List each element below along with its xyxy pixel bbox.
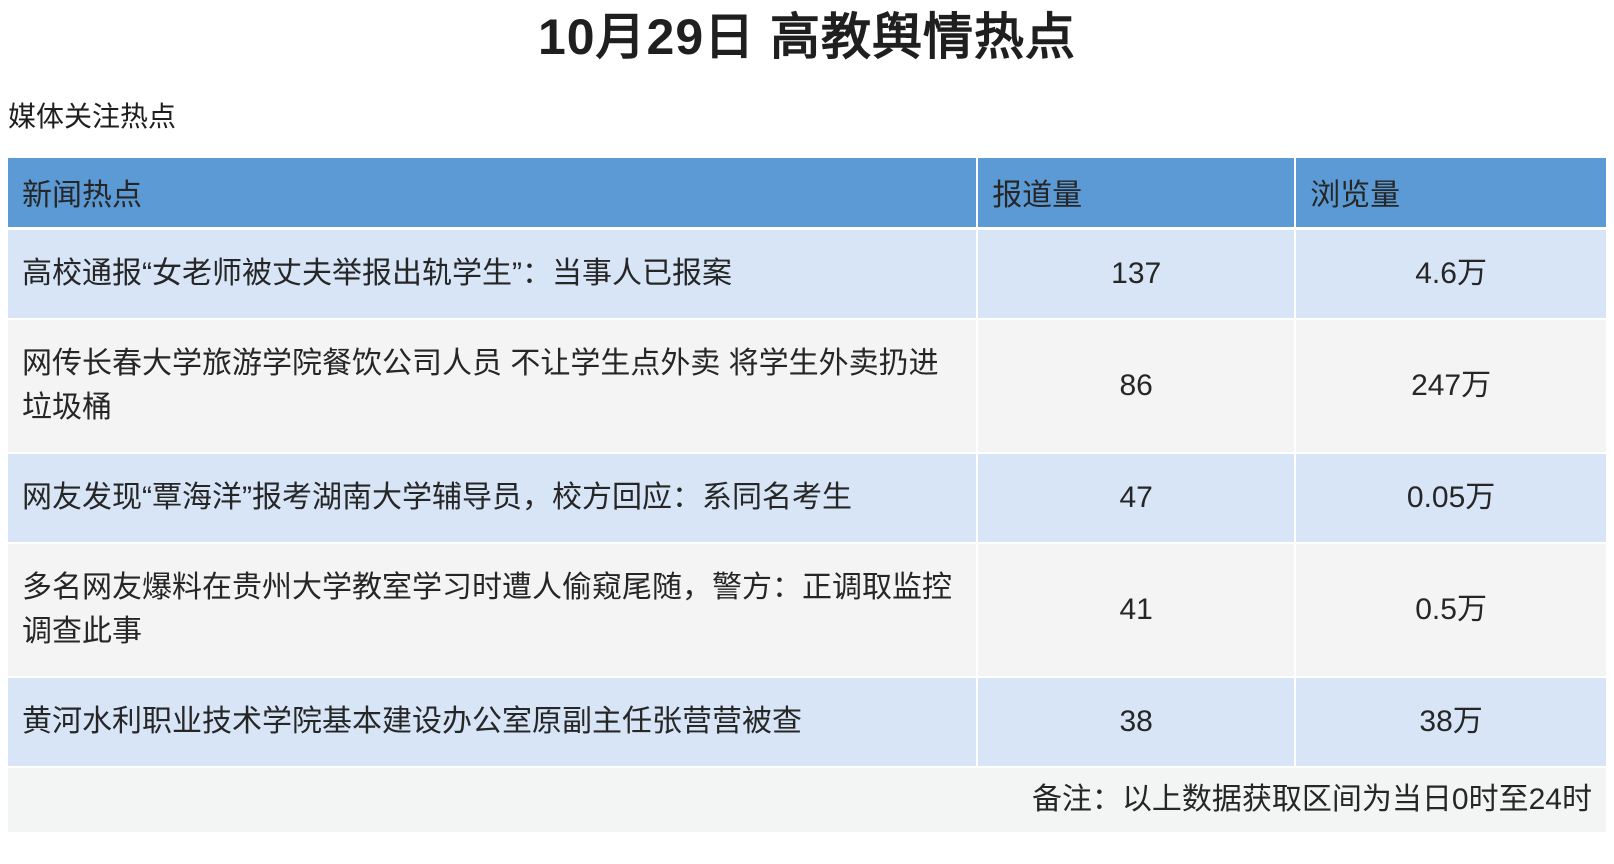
views-cell: 4.6万 — [1295, 228, 1606, 320]
column-header-topic: 新闻热点 — [8, 158, 979, 230]
column-header-views: 浏览量 — [1295, 158, 1606, 230]
views-cell: 0.05万 — [1295, 452, 1606, 544]
reports-cell: 41 — [977, 542, 1297, 678]
views-cell: 38万 — [1295, 676, 1606, 768]
table-row: 网友发现“覃海洋”报考湖南大学辅导员，校方回应：系同名考生 47 0.05万 — [8, 452, 1606, 544]
table-header-row: 新闻热点 报道量 浏览量 — [8, 158, 1606, 230]
views-cell: 0.5万 — [1295, 542, 1606, 678]
column-header-reports: 报道量 — [977, 158, 1297, 230]
views-cell: 247万 — [1295, 318, 1606, 454]
reports-cell: 38 — [977, 676, 1297, 768]
topic-cell: 网传长春大学旅游学院餐饮公司人员 不让学生点外卖 将学生外卖扔进垃圾桶 — [8, 318, 979, 454]
table-row: 网传长春大学旅游学院餐饮公司人员 不让学生点外卖 将学生外卖扔进垃圾桶 86 2… — [8, 318, 1606, 454]
reports-cell: 47 — [977, 452, 1297, 544]
topic-cell: 网友发现“覃海洋”报考湖南大学辅导员，校方回应：系同名考生 — [8, 452, 979, 544]
table-footer-row: 备注：以上数据获取区间为当日0时至24时 — [8, 766, 1606, 834]
footnote: 备注：以上数据获取区间为当日0时至24时 — [8, 766, 1606, 834]
reports-cell: 86 — [977, 318, 1297, 454]
topic-cell: 多名网友爆料在贵州大学教室学习时遭人偷窥尾随，警方：正调取监控调查此事 — [8, 542, 979, 678]
topic-cell: 高校通报“女老师被丈夫举报出轨学生”：当事人已报案 — [8, 228, 979, 320]
media-hotspot-table: 新闻热点 报道量 浏览量 高校通报“女老师被丈夫举报出轨学生”：当事人已报案 1… — [8, 158, 1606, 834]
reports-cell: 137 — [977, 228, 1297, 320]
table-row: 高校通报“女老师被丈夫举报出轨学生”：当事人已报案 137 4.6万 — [8, 228, 1606, 320]
table-row: 黄河水利职业技术学院基本建设办公室原副主任张营营被查 38 38万 — [8, 676, 1606, 768]
topic-cell: 黄河水利职业技术学院基本建设办公室原副主任张营营被查 — [8, 676, 979, 768]
page-title: 10月29日 高教舆情热点 — [537, 9, 1077, 65]
table-row: 多名网友爆料在贵州大学教室学习时遭人偷窥尾随，警方：正调取监控调查此事 41 0… — [8, 542, 1606, 678]
section-label: 媒体关注热点 — [8, 101, 177, 132]
